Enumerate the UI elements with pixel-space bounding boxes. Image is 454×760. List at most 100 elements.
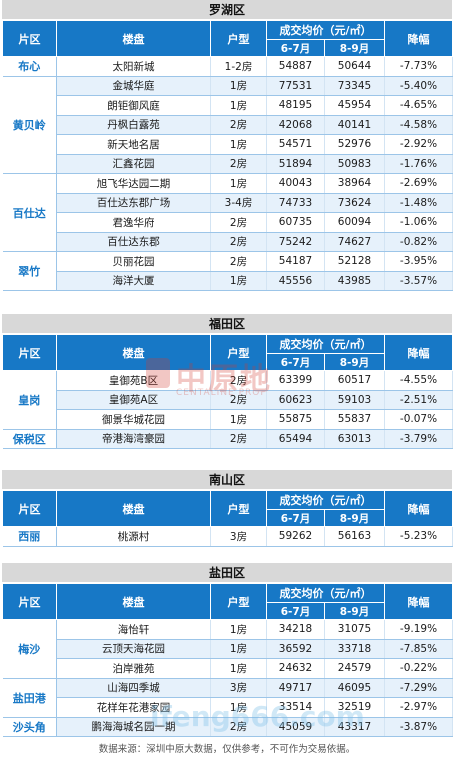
type-cell: 2房 xyxy=(210,232,267,252)
price-p2-cell: 59103 xyxy=(324,390,385,410)
header-district: 片区 xyxy=(2,490,57,527)
estate-cell: 百仕达东郡广场 xyxy=(56,193,211,213)
type-cell: 2房 xyxy=(210,370,267,391)
table-row: 新天地名居 1房 54571 52976 -2.92% xyxy=(3,134,453,155)
table-row: 泊岸雅苑 1房 24632 24579 -0.22% xyxy=(3,658,453,679)
estate-cell: 金城华庭 xyxy=(56,76,211,96)
price-p2-cell: 55837 xyxy=(324,409,385,430)
price-p1-cell: 59262 xyxy=(266,526,325,547)
price-p1-cell: 74733 xyxy=(266,193,325,213)
price-table: 片区 楼盘 户型 成交均价（元/㎡） 降幅 6-7月 8-9月 梅沙 海怡轩 1房 34218 310… xyxy=(2,583,453,737)
type-cell: 2房 xyxy=(210,154,267,174)
type-cell: 2房 xyxy=(210,390,267,410)
price-p2-cell: 73345 xyxy=(324,76,385,96)
estate-cell: 君逸华府 xyxy=(56,212,211,233)
price-p1-cell: 45556 xyxy=(266,271,325,291)
table-row: 西丽 桃源村 3房 59262 56163 -5.23% xyxy=(2,526,453,547)
change-cell: -4.55% xyxy=(384,370,453,391)
change-cell: -7.85% xyxy=(384,639,453,659)
price-p2-cell: 45954 xyxy=(324,95,385,116)
price-p1-cell: 75242 xyxy=(266,232,325,252)
price-p1-cell: 54571 xyxy=(266,134,325,155)
estate-cell: 帝港海湾豪园 xyxy=(56,429,211,449)
table-row: 梅沙 海怡轩 1房 34218 31075 -9.19% xyxy=(2,619,453,679)
price-p2-cell: 38964 xyxy=(324,173,385,194)
type-cell: 1房 xyxy=(210,409,267,430)
change-cell: -4.58% xyxy=(384,115,453,135)
price-p2-cell: 50644 xyxy=(324,56,385,77)
type-cell: 1房 xyxy=(210,619,267,640)
change-cell: -5.40% xyxy=(384,76,453,96)
estate-cell: 山海四季城 xyxy=(56,678,211,698)
estate-cell: 泊岸雅苑 xyxy=(56,658,211,679)
price-p2-cell: 43985 xyxy=(324,271,385,291)
header-change: 降幅 xyxy=(384,334,453,371)
price-p2-cell: 60094 xyxy=(324,212,385,233)
change-cell: -0.82% xyxy=(384,232,453,252)
table-row: 保税区 帝港海湾豪园 2房 65494 63013 -3.79% xyxy=(2,429,453,449)
header-period-1: 6-7月 xyxy=(266,353,325,371)
table-row: 花样年花港家园 1房 33514 32519 -2.97% xyxy=(3,697,453,718)
type-cell: 2房 xyxy=(210,115,267,135)
header-district: 片区 xyxy=(2,20,57,57)
estate-cell: 海怡轩 xyxy=(56,619,211,640)
data-source-note: 数据来源：深圳中原大数据，仅供参考，不可作为交易依据。 xyxy=(98,744,356,755)
estate-cell: 御景华城花园 xyxy=(56,409,211,430)
price-p1-cell: 40043 xyxy=(266,173,325,194)
header-estate: 楼盘 xyxy=(56,583,211,620)
table-row: 御景华城花园 1房 55875 55837 -0.07% xyxy=(3,409,453,430)
price-table: 片区 楼盘 户型 成交均价（元/㎡） 降幅 6-7月 8-9月 布心 太阳新城 1-2房 54887… xyxy=(2,20,453,291)
price-p1-cell: 24632 xyxy=(266,658,325,679)
type-cell: 1房 xyxy=(210,271,267,291)
type-cell: 2房 xyxy=(210,429,267,449)
estate-cell: 旭飞华达园二期 xyxy=(56,173,211,194)
estate-cell: 桃源村 xyxy=(56,526,211,547)
table-row: 君逸华府 2房 60735 60094 -1.06% xyxy=(3,212,453,233)
header-type: 户型 xyxy=(210,334,267,371)
price-p1-cell: 63399 xyxy=(266,370,325,391)
district-cell: 百仕达 xyxy=(2,173,57,252)
price-p2-cell: 52976 xyxy=(324,134,385,155)
change-cell: -9.19% xyxy=(384,619,453,640)
table-row: 朗钜御风庭 1房 48195 45954 -4.65% xyxy=(3,95,453,116)
estate-cell: 汇鑫花园 xyxy=(56,154,211,174)
price-p1-cell: 45059 xyxy=(266,717,325,737)
change-cell: -7.29% xyxy=(384,678,453,698)
header-change: 降幅 xyxy=(384,490,453,527)
type-cell: 1房 xyxy=(210,639,267,659)
price-p1-cell: 42068 xyxy=(266,115,325,135)
price-p2-cell: 63013 xyxy=(324,429,385,449)
header-period-2: 8-9月 xyxy=(324,39,385,57)
header-type: 户型 xyxy=(210,20,267,57)
header-type: 户型 xyxy=(210,583,267,620)
header-period-2: 8-9月 xyxy=(324,509,385,527)
district-cell: 黄贝岭 xyxy=(2,76,57,174)
price-p1-cell: 51894 xyxy=(266,154,325,174)
header-period-2: 8-9月 xyxy=(324,602,385,620)
type-cell: 2房 xyxy=(210,717,267,737)
district-cell: 翠竹 xyxy=(2,251,57,291)
change-cell: -3.95% xyxy=(384,251,453,272)
price-p2-cell: 24579 xyxy=(324,658,385,679)
table-row: 盐田港 山海四季城 3房 49717 46095 -7.29% xyxy=(2,678,453,718)
price-p2-cell: 73624 xyxy=(324,193,385,213)
section-1: 福田区 片区 楼盘 户型 成交均价（元/㎡） 降幅 6-7月 8-9月 皇岗 皇御苑B区 2房 633… xyxy=(2,314,453,449)
change-cell: -2.97% xyxy=(384,697,453,718)
type-cell: 2房 xyxy=(210,251,267,272)
estate-cell: 皇御苑A区 xyxy=(56,390,211,410)
type-cell: 1房 xyxy=(210,134,267,155)
header-avg-price: 成交均价（元/㎡） xyxy=(266,490,385,510)
header-avg-price: 成交均价（元/㎡） xyxy=(266,583,385,603)
header-type: 户型 xyxy=(210,490,267,527)
estate-cell: 朗钜御风庭 xyxy=(56,95,211,116)
price-p2-cell: 46095 xyxy=(324,678,385,698)
price-p2-cell: 74627 xyxy=(324,232,385,252)
change-cell: -4.65% xyxy=(384,95,453,116)
price-p2-cell: 50983 xyxy=(324,154,385,174)
type-cell: 1-2房 xyxy=(210,56,267,77)
table-row: 翠竹 贝丽花园 2房 54187 52128 -3.95% xyxy=(2,251,453,291)
price-p1-cell: 77531 xyxy=(266,76,325,96)
estate-cell: 太阳新城 xyxy=(56,56,211,77)
table-row: 百仕达 旭飞华达园二期 1房 40043 38964 -2.69% xyxy=(2,173,453,252)
change-cell: -7.73% xyxy=(384,56,453,77)
